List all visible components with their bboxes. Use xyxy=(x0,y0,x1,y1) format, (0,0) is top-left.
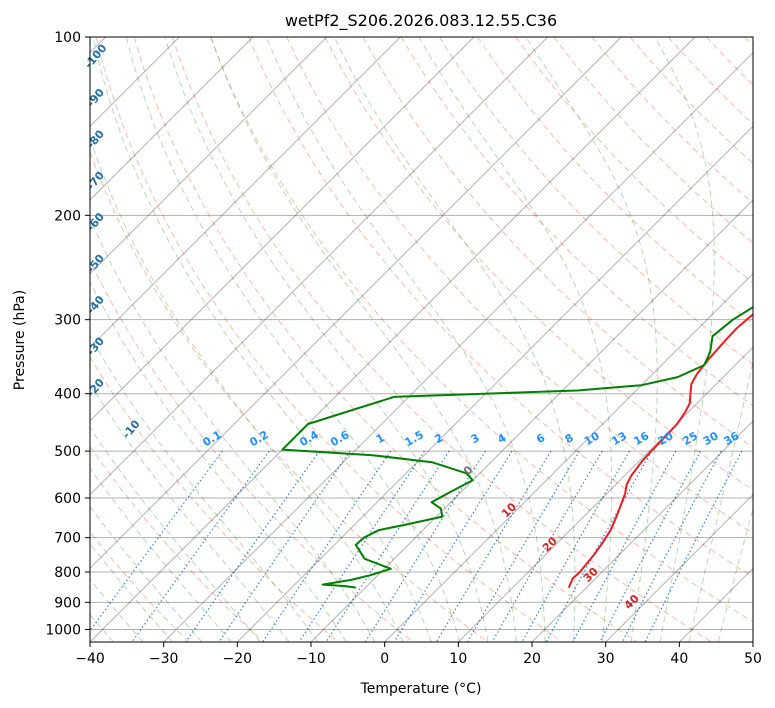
grid-layer xyxy=(90,37,753,642)
isotherm-line xyxy=(90,37,549,496)
isotherm-line xyxy=(605,493,753,642)
dry-adiabat-line xyxy=(95,37,563,642)
dry-adiabat-line xyxy=(133,37,638,642)
moist-adiabat-line xyxy=(90,280,347,642)
mixing-ratio-line xyxy=(599,450,702,642)
y-tick-label: 900 xyxy=(54,595,81,611)
y-tick-label: 600 xyxy=(54,491,81,507)
plot-frame xyxy=(89,36,754,643)
dry-adiabat-line xyxy=(210,37,753,623)
moist-adiabat-line xyxy=(90,426,261,642)
isotherm-line xyxy=(384,272,753,642)
dry-adiabat-line xyxy=(171,37,712,642)
y-axis-label: Pressure (hPa) xyxy=(12,290,28,390)
moist-adiabat-line xyxy=(717,507,753,642)
moist-adiabat-line xyxy=(265,37,546,642)
mixing-ratio-line xyxy=(491,450,603,642)
y-tick-label: 300 xyxy=(54,313,81,329)
mixing-ratio-line xyxy=(131,450,270,642)
isotherm-line xyxy=(163,51,753,642)
x-tick-label: 10 xyxy=(449,651,467,667)
mixing-ratio-line xyxy=(435,450,552,642)
isotherm-line xyxy=(236,125,753,642)
x-tick-label: 0 xyxy=(380,651,389,667)
dry-adiabat-line xyxy=(362,37,753,449)
dry-adiabat-line xyxy=(90,356,339,642)
y-tick-label: 400 xyxy=(54,387,81,403)
x-tick-label: −30 xyxy=(149,651,179,667)
mixing-ratio-line xyxy=(466,450,580,642)
dry-adiabat-line xyxy=(438,37,753,366)
dry-adiabat-line xyxy=(400,37,753,407)
chart-title: wetPf2_S206.2026.083.12.55.C36 xyxy=(285,11,557,31)
moist-adiabat-line xyxy=(90,542,173,642)
isotherm-line xyxy=(531,420,753,642)
moist-adiabat-line xyxy=(525,37,658,642)
moist-adiabat-line xyxy=(688,358,753,642)
moist-adiabat-line xyxy=(164,37,489,642)
dewpoint-profile-line xyxy=(281,306,753,589)
mixing-ratio-line xyxy=(572,450,677,642)
isotherm-line xyxy=(90,37,475,422)
moist-adiabat-line xyxy=(90,578,144,642)
moist-adiabat-line xyxy=(654,37,715,642)
moist-adiabat-line xyxy=(90,334,319,642)
x-axis-label: Temperature (°C) xyxy=(360,681,482,697)
dry-adiabat-line xyxy=(553,37,753,244)
x-tick-label: −20 xyxy=(223,651,253,667)
x-tick-label: 50 xyxy=(744,651,762,667)
dry-adiabat-line xyxy=(286,37,753,534)
moist-adiabat-line xyxy=(125,37,461,642)
y-tick-label: 500 xyxy=(54,444,81,460)
moist-adiabat-line xyxy=(90,505,203,642)
isotherm-line xyxy=(90,37,622,570)
mixing-ratio-line xyxy=(218,450,351,642)
mixing-ratio-line xyxy=(185,450,320,642)
tick-layer: −40 −30 −20 −10 0 10 20 30 40 50 100 200 300 400 500 60… xyxy=(45,30,762,667)
isotherm-line xyxy=(90,37,401,349)
dry-adiabat-line xyxy=(248,37,753,578)
dry-adiabat-line xyxy=(591,37,753,204)
dry-adiabat-line xyxy=(90,445,264,642)
moist-adiabat-line xyxy=(90,467,232,642)
mixing-ratio-line xyxy=(521,450,631,642)
x-tick-label: 40 xyxy=(670,651,688,667)
mixing-ratio-line xyxy=(393,450,513,642)
x-tick-label: −10 xyxy=(296,651,326,667)
isotherm-line xyxy=(90,37,328,275)
moist-adiabat-line xyxy=(90,382,290,642)
mixing-ratio-line xyxy=(364,450,486,642)
moist-adiabat-line xyxy=(210,37,517,642)
y-tick-label: 200 xyxy=(54,208,81,224)
y-tick-label: 100 xyxy=(54,30,81,46)
moist-adiabat-line xyxy=(92,37,432,642)
series-layer xyxy=(281,306,753,589)
moist-adiabat-line xyxy=(90,136,404,642)
isotherm-line xyxy=(457,346,753,642)
mixing-ratio-line xyxy=(545,450,653,642)
dry-adiabat-line xyxy=(324,37,753,491)
isotherm-line xyxy=(90,37,254,201)
moist-adiabat-line xyxy=(90,216,376,642)
moist-adiabat-line xyxy=(418,37,613,642)
mixing-ratio-line xyxy=(621,450,722,642)
y-tick-label: 800 xyxy=(54,565,81,581)
temperature-profile-line xyxy=(567,313,753,589)
moist-adiabat-line xyxy=(333,37,576,642)
x-tick-label: −40 xyxy=(75,651,105,667)
x-tick-label: 20 xyxy=(523,651,541,667)
y-tick-label: 700 xyxy=(54,531,81,547)
x-tick-label: 30 xyxy=(597,651,615,667)
y-tick-label: 1000 xyxy=(45,622,81,638)
isotherm-line xyxy=(90,37,696,642)
isotherm-line xyxy=(310,199,753,642)
dry-adiabat-line xyxy=(90,259,414,642)
